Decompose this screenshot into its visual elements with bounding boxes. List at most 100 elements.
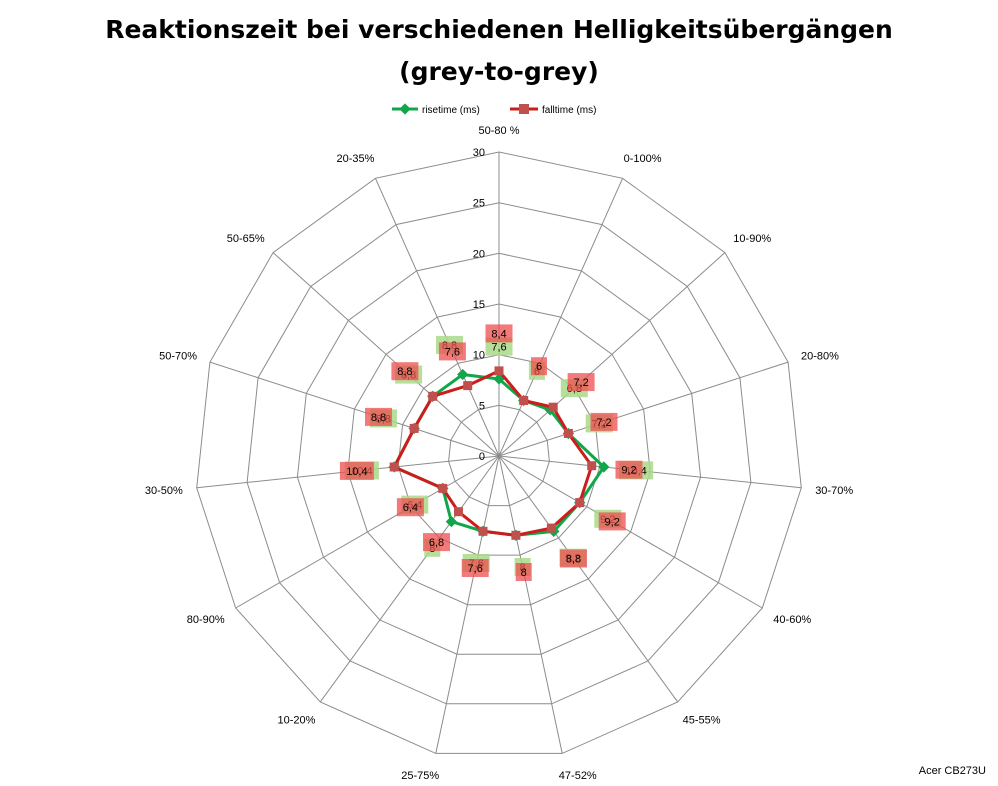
category-label: 50-70% [159,350,197,362]
data-label-box [531,357,547,376]
data-label-text: 8,8 [566,554,581,566]
legend-swatch-risetime-marker [399,103,411,115]
radar-grid [196,151,802,754]
data-label-text: 8,4 [491,328,506,340]
radial-ticks: 0 5 10 15 20 25 30 [473,147,485,463]
risetime-point [598,461,610,473]
data-label-text: 7,6 [468,563,483,575]
falltime-data-label: 6,4 [396,498,424,517]
chart-title: Reaktionszeit bei verschiedenen Helligke… [105,15,893,44]
data-label-text: 9,2 [621,465,636,477]
category-label: 30-70% [815,485,853,497]
falltime-data-label: 8,8 [365,407,392,426]
category-label: 20-80% [801,350,839,362]
radial-tick-label: 10 [473,350,485,362]
falltime-point [463,381,473,391]
falltime-point [494,366,504,376]
falltime-data-label: 7,2 [590,412,618,431]
radial-tick-label: 20 [473,248,485,260]
falltime-data-label: 8,4 [485,324,513,343]
falltime-data-label: 9,2 [615,460,643,479]
grid-spoke [272,252,500,457]
grid-ring [246,202,752,705]
grid-ring [347,303,651,606]
data-label-text: 7,6 [445,346,460,358]
falltime-point [428,391,438,401]
radial-tick-label: 0 [479,451,485,463]
falltime-point [409,423,419,433]
grid-spoke [235,455,500,609]
series-line-falltime [392,369,594,537]
falltime-data-label: 8,8 [560,549,587,568]
data-label-text: 8,8 [371,412,386,424]
category-label: 40-60% [773,614,811,626]
category-label: 47-52% [559,770,597,782]
category-label: 45-55% [683,715,721,727]
falltime-point [548,402,558,412]
data-label-box [461,559,489,577]
radial-tick-label: 25 [473,198,485,210]
grid-spoke [498,455,763,609]
data-labels: 7,666,87,210,49,29,287,686,410,48,88,88,… [339,324,654,581]
data-label-text: 7,6 [491,342,506,354]
radial-tick-label: 15 [473,299,485,311]
category-label: 50-80 % [479,125,520,137]
falltime-data-label: 7,6 [438,342,466,361]
data-label-text: 8 [521,567,527,579]
falltime-data-label: 10,4 [339,461,374,480]
falltime-data-label: 8 [515,563,532,581]
falltime-point [389,462,399,472]
falltime-point [546,523,556,533]
data-label-text: 6,8 [429,537,444,549]
grid-spoke [498,361,789,457]
grid-spoke [435,455,500,754]
data-label-text: 6,4 [403,502,418,514]
grid-ring [196,151,802,754]
risetime-point [457,368,469,381]
data-label-box [560,549,587,568]
grid-spoke [498,252,726,457]
grid-ring [448,404,550,507]
data-label-box [391,362,419,381]
legend-label-risetime: risetime (ms) [422,105,480,116]
category-label: 10-90% [733,233,771,245]
data-label-box [423,533,450,552]
data-label-box [396,498,424,517]
grid-ring [397,354,601,556]
series-lines [388,366,610,541]
category-label: 0-100% [624,153,662,165]
data-label-box [485,324,513,343]
falltime-data-label: 7,2 [567,373,595,392]
data-label-text: 7,2 [573,377,588,389]
grid-spoke [319,455,500,703]
data-label-box [615,460,643,479]
data-label-box [590,412,618,431]
data-label-text: 10,4 [346,466,367,478]
falltime-data-label: 8,8 [391,362,419,381]
monitor-model-label: Acer CB273U [919,765,986,777]
grid-spoke [498,178,624,457]
category-label: 50-65% [227,233,265,245]
data-label-text: 7,2 [596,417,611,429]
data-label-box [598,512,626,531]
radial-tick-label: 5 [479,400,485,412]
legend-item-falltime: falltime (ms) [510,104,596,116]
grid-spoke [498,455,563,754]
falltime-point [587,461,597,471]
grid-ring [296,252,702,655]
data-label-box [438,342,466,361]
falltime-data-label: 6,8 [423,533,450,552]
data-label-box [567,373,595,392]
legend-item-risetime: risetime (ms) [392,103,480,116]
grid-spoke [374,178,500,457]
falltime-point [478,526,488,536]
falltime-point [519,396,529,405]
radial-tick-label: 30 [473,147,485,159]
data-label-box [515,563,532,581]
data-label-box [339,461,374,480]
data-label-box [365,407,392,426]
chart-subtitle: (grey-to-grey) [399,57,599,86]
category-label: 25-75% [401,770,439,782]
data-label-text: 9,2 [605,516,620,528]
